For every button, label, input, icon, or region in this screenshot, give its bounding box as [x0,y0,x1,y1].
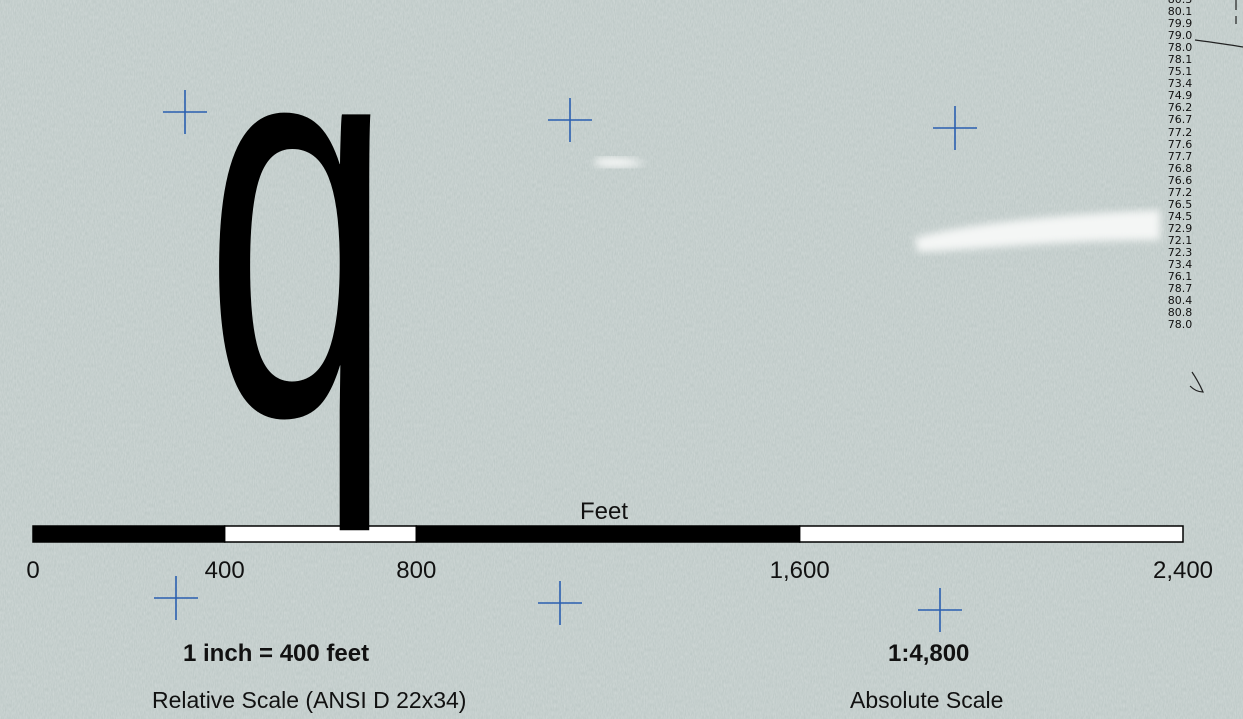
map-glyph: q [205,0,392,533]
depth-sounding: 72.9 [1167,221,1193,235]
depth-sounding: 80.8 [1167,306,1193,320]
scale-tick-label: 800 [396,557,437,584]
scale-tick-label: 2,400 [1152,557,1214,584]
depth-sounding: 73.4 [1167,258,1193,272]
crosshair-icon [918,588,962,632]
depth-sounding: 77.2 [1167,185,1193,199]
relative-scale-caption: Relative Scale (ANSI D 22x34) [152,687,467,713]
depth-sounding: 80.4 [1167,294,1193,308]
depth-sounding: 80.1 [1167,5,1193,19]
scale-bar [32,525,1184,543]
scale-segment [415,525,801,543]
relative-scale: 1 inch = 400 feet [183,640,370,667]
depth-sounding: 72.3 [1167,245,1193,259]
depth-sounding: 76.2 [1167,101,1193,115]
depth-sounding: 79.9 [1167,17,1193,31]
depth-sounding: 80.3 [1160,0,1200,6]
crosshair-icon [163,90,207,134]
crosshair-icon [933,106,977,150]
depth-sounding: 76.8 [1167,161,1193,175]
depth-sounding: 72.1 [1167,233,1193,247]
depth-sounding: 78.0 [1167,318,1193,332]
boat-wake-large [915,210,1160,252]
contour-lines [1189,0,1243,393]
depth-sounding: 74.9 [1167,89,1193,103]
depth-sounding: 76.1 [1167,270,1193,284]
absolute-scale-caption: Absolute Scale [850,687,1004,713]
depth-sounding: 76.6 [1167,173,1193,187]
depth-sounding: 77.7 [1167,149,1193,163]
crosshair-icon [154,576,198,620]
crosshair-icon [538,581,582,625]
depth-sounding: 76.5 [1167,197,1193,211]
depth-sounding: 76.7 [1167,113,1193,127]
depth-sounding: 78.0 [1167,41,1193,55]
depth-sounding: 79.0 [1167,29,1193,43]
scale-tick-label: 400 [204,557,245,584]
boat-wake-small [595,157,645,168]
absolute-scale: 1:4,800 [888,640,970,667]
scale-tick-label: 0 [26,557,40,584]
crosshair-icon [548,98,592,142]
depth-sounding: 78.7 [1167,282,1193,296]
depth-sounding: 73.4 [1167,77,1193,91]
depth-soundings: 80.380.179.979.078.078.175.173.474.976.2… [1160,0,1200,331]
scale-segment [32,525,226,543]
crosshair-marks [154,90,977,632]
depth-sounding: 74.5 [1167,209,1193,223]
depth-sounding: 77.6 [1167,137,1193,151]
scale-tick-label: 1,600 [769,557,830,584]
scale-unit-label: Feet [580,498,629,525]
depth-sounding: 78.1 [1167,53,1193,67]
depth-sounding: 75.1 [1167,65,1193,79]
scale-segment [798,525,1184,543]
depth-sounding: 77.2 [1167,125,1193,139]
